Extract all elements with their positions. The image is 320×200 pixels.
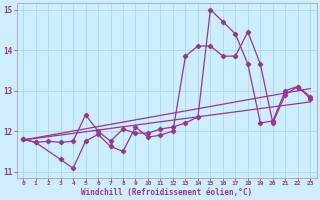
X-axis label: Windchill (Refroidissement éolien,°C): Windchill (Refroidissement éolien,°C) xyxy=(81,188,252,197)
